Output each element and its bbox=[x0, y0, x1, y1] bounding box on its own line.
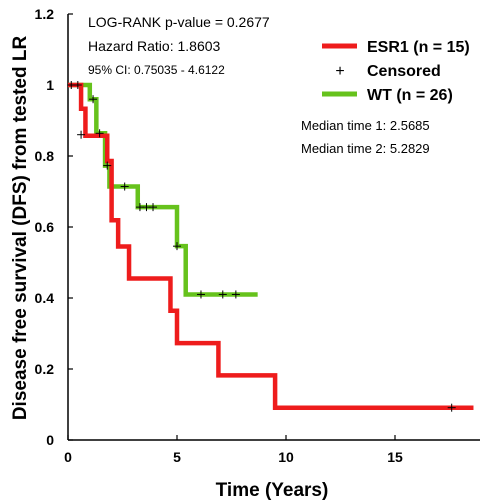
legend-censored-marker: + bbox=[335, 63, 344, 80]
esr1-survival-curve bbox=[68, 82, 474, 410]
wt-censor-mark bbox=[73, 81, 82, 89]
confidence-interval: 95% CI: 0.75035 - 4.6122 bbox=[88, 63, 225, 77]
wt-survival-curve bbox=[68, 82, 258, 297]
wt-censor-mark bbox=[196, 290, 205, 299]
median-time-1: Median time 1: 2.5685 bbox=[301, 118, 430, 133]
x-tick-label: 10 bbox=[278, 449, 294, 465]
wt-censor-mark bbox=[89, 95, 98, 104]
x-tick-label: 5 bbox=[173, 449, 181, 465]
y-ticks: 0 0.2 0.4 0.6 0.8 1 1.2 bbox=[35, 6, 73, 448]
wt-censor-mark bbox=[149, 203, 158, 212]
wt-censor-mark bbox=[173, 242, 181, 251]
median-time-2: Median time 2: 5.2829 bbox=[301, 141, 430, 156]
wt-censor-mark bbox=[231, 290, 240, 299]
wt-censor-mark bbox=[77, 130, 86, 139]
y-tick-label: 0.6 bbox=[35, 219, 55, 235]
logrank-pvalue: LOG-RANK p-value = 0.2677 bbox=[88, 14, 270, 30]
censor-marks bbox=[67, 81, 456, 412]
x-tick-label: 15 bbox=[387, 449, 403, 465]
wt-censor-mark bbox=[95, 129, 104, 138]
survival-curves bbox=[68, 82, 474, 410]
y-tick-label: 0.8 bbox=[35, 148, 55, 164]
y-tick-label: 1.2 bbox=[35, 6, 55, 22]
esr1-censor-mark bbox=[447, 403, 456, 412]
wt-censor-mark bbox=[120, 182, 129, 191]
x-axis-title: Time (Years) bbox=[216, 480, 329, 501]
y-tick-label: 0.2 bbox=[35, 361, 55, 377]
x-tick-label: 0 bbox=[64, 449, 72, 465]
wt-censor-mark bbox=[218, 290, 227, 299]
hazard-ratio: Hazard Ratio: 1.8603 bbox=[88, 38, 221, 54]
legend-esr1-label: ESR1 (n = 15) bbox=[367, 39, 470, 56]
y-tick-label: 1 bbox=[46, 77, 54, 93]
y-tick-label: 0 bbox=[46, 432, 54, 448]
x-ticks: 0 5 10 15 bbox=[64, 435, 403, 465]
legend: ESR1 (n = 15) + Censored WT (n = 26) bbox=[322, 39, 470, 104]
wt-censor-mark bbox=[103, 161, 112, 170]
legend-censored-label: Censored bbox=[367, 63, 441, 80]
legend-wt-label: WT (n = 26) bbox=[367, 87, 453, 104]
y-axis-title: Disease free survival (DFS) from tested … bbox=[10, 36, 31, 421]
y-tick-label: 0.4 bbox=[35, 290, 55, 306]
